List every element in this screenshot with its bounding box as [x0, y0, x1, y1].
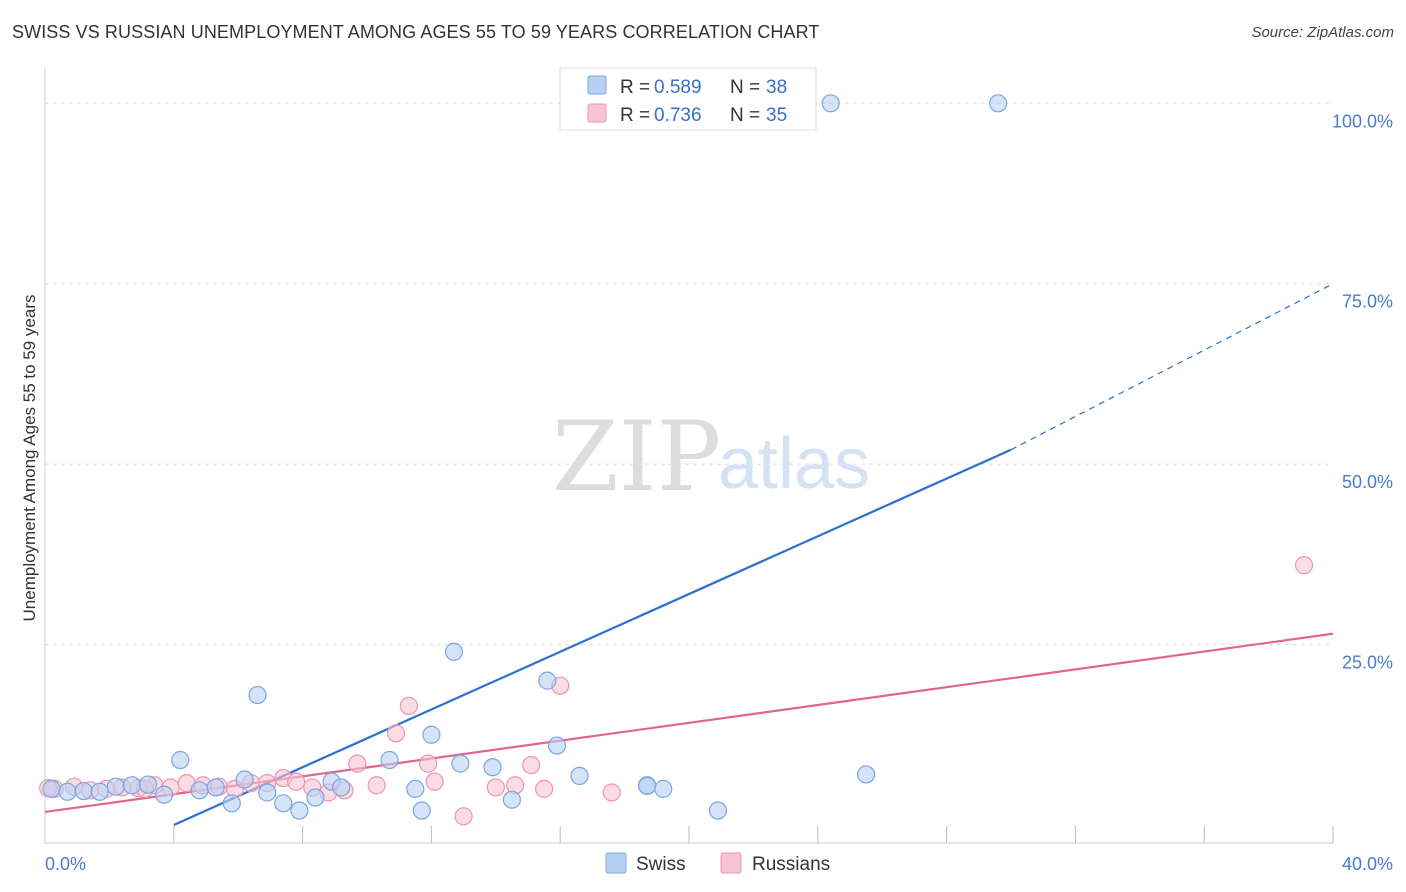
- point-swiss-30: [570, 766, 589, 785]
- bottom-legend-swatch-russians: [720, 852, 742, 874]
- grid-layer: [45, 102, 1333, 646]
- chart-title: SWISS VS RUSSIAN UNEMPLOYMENT AMONG AGES…: [12, 22, 820, 42]
- point-russians-29: [534, 779, 554, 798]
- point-swiss-2: [74, 781, 93, 801]
- point-russians-20: [367, 776, 386, 795]
- bottom-legend-label-swiss: Swiss: [636, 854, 686, 875]
- point-swiss-37: [989, 94, 1008, 113]
- y-tick-label-50: 50.0%: [1342, 472, 1393, 492]
- bottom-legend: Swiss Russians: [605, 852, 830, 875]
- point-swiss-11: [222, 794, 241, 813]
- point-russians-31: [602, 783, 621, 802]
- point-swiss-7: [155, 785, 174, 804]
- point-swiss-3: [90, 782, 109, 801]
- y-tick-label-25: 25.0%: [1342, 653, 1393, 673]
- point-swiss-1: [58, 782, 77, 801]
- point-swiss-25: [451, 754, 470, 773]
- point-swiss-13: [248, 685, 267, 705]
- x-tick-label-40: 40.0%: [1342, 854, 1393, 874]
- point-swiss-23: [422, 725, 441, 744]
- point-swiss-5: [122, 776, 142, 795]
- legend-n-label-russians: N =: [730, 105, 760, 126]
- point-russians-19: [348, 754, 367, 773]
- point-swiss-9: [190, 781, 209, 800]
- trendline-swiss: [173, 448, 1012, 826]
- source-label: Source: ZipAtlas.com: [1251, 24, 1394, 41]
- point-swiss-35: [856, 765, 876, 784]
- legend-box: R = 0.589 N = 38 R = 0.736 N = 35: [559, 67, 817, 131]
- y-axis-label: Unemployment Among Ages 55 to 59 years: [20, 295, 39, 622]
- point-swiss-21: [406, 779, 425, 798]
- point-russians-15: [287, 772, 306, 791]
- point-swiss-16: [290, 801, 309, 820]
- point-swiss-27: [502, 790, 521, 809]
- legend-r-label-russians: R =: [620, 105, 650, 126]
- point-swiss-12: [235, 770, 254, 789]
- point-swiss-33: [654, 779, 673, 798]
- trendline-swiss-extension: [1010, 283, 1334, 451]
- watermark-zip: ZIP: [552, 401, 721, 513]
- legend-r-value-russians: 0.736: [654, 105, 702, 126]
- point-swiss-32: [638, 776, 657, 796]
- point-russians-24: [425, 772, 444, 791]
- legend-r-label-swiss: R =: [620, 77, 650, 98]
- legend-n-label-swiss: N =: [730, 77, 760, 98]
- point-swiss-28: [538, 671, 557, 690]
- y-tick-label-100: 100.0%: [1332, 111, 1393, 131]
- point-russians-25: [454, 807, 473, 826]
- point-swiss-36: [821, 94, 840, 113]
- point-swiss-29: [547, 736, 567, 755]
- point-swiss-19: [332, 778, 351, 797]
- y-tick-label-75: 75.0%: [1342, 292, 1393, 312]
- bottom-legend-swatch-swiss: [605, 852, 627, 874]
- axes-layer: [44, 68, 1334, 844]
- point-russians-26: [486, 778, 505, 797]
- point-russians-32: [1294, 556, 1314, 575]
- point-swiss-8: [171, 750, 190, 770]
- trendlines-layer: [44, 283, 1334, 826]
- legend-r-value-swiss: 0.589: [654, 77, 702, 98]
- tick-labels-layer: 100.0% 75.0% 50.0% 25.0% 0.0% 40.0%: [45, 111, 1393, 874]
- point-swiss-0: [42, 779, 61, 798]
- point-swiss-10: [206, 778, 225, 797]
- point-swiss-17: [306, 788, 325, 807]
- legend-n-value-swiss: 38: [766, 77, 787, 98]
- watermark: ZIP atlas: [552, 401, 870, 513]
- points-layer: [39, 94, 1314, 826]
- point-swiss-24: [444, 642, 464, 661]
- watermark-atlas: atlas: [718, 424, 870, 504]
- point-swiss-15: [274, 794, 293, 813]
- point-swiss-4: [106, 777, 125, 796]
- point-russians-22: [399, 696, 418, 715]
- point-swiss-20: [380, 750, 399, 770]
- legend-swatch-swiss: [587, 75, 607, 95]
- legend-n-value-russians: 35: [766, 105, 787, 126]
- point-swiss-6: [138, 775, 158, 794]
- point-russians-21: [386, 724, 406, 743]
- point-russians-28: [522, 755, 541, 775]
- legend-swatch-russians: [587, 103, 607, 123]
- point-swiss-34: [708, 801, 728, 820]
- point-swiss-14: [258, 783, 277, 802]
- point-swiss-22: [412, 801, 431, 820]
- bottom-legend-label-russians: Russians: [752, 854, 830, 875]
- point-swiss-26: [483, 758, 502, 777]
- point-russians-23: [419, 754, 438, 773]
- x-tick-label-0: 0.0%: [45, 854, 86, 874]
